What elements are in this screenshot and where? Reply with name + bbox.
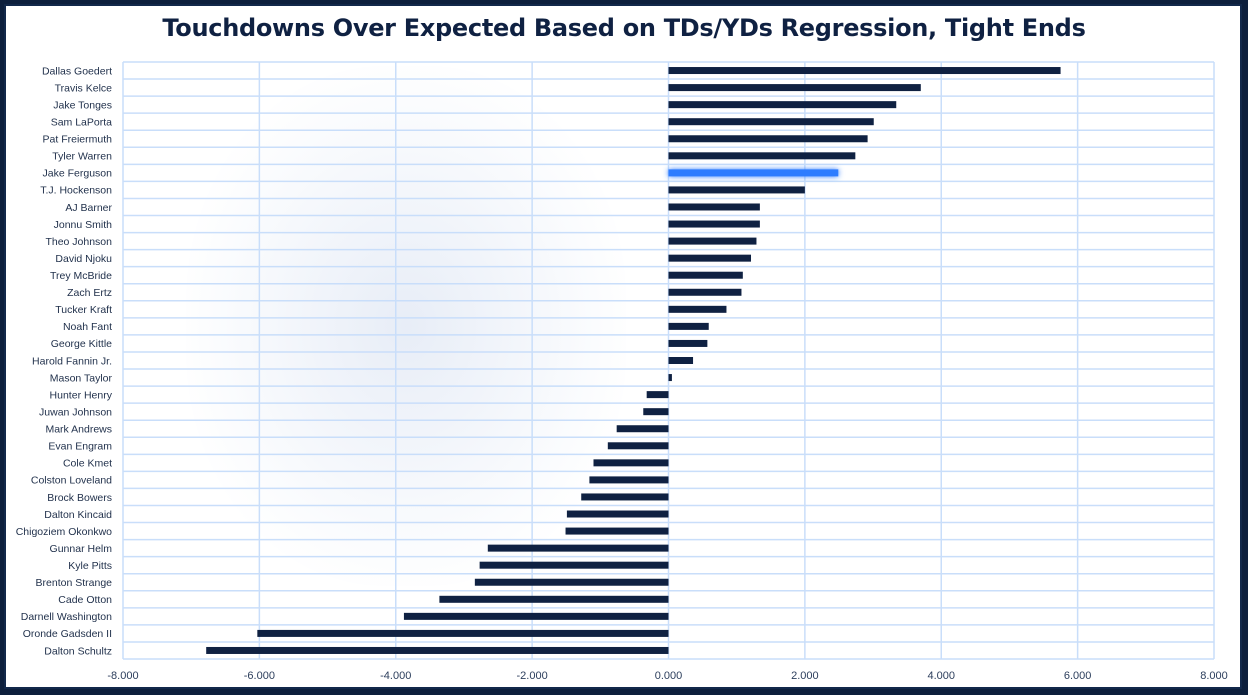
y-category-label: Mason Taylor [50,372,113,384]
y-category-label: Colston Loveland [31,475,112,487]
bar [668,152,856,160]
bar [668,288,742,296]
y-category-label: Cole Kmet [63,458,112,470]
y-category-label: Noah Fant [63,321,112,333]
y-category-label: Sam LaPorta [51,117,112,129]
y-category-label: Evan Engram [48,441,112,453]
y-category-label: Travis Kelce [55,82,113,94]
bar [668,220,760,228]
y-category-label: George Kittle [51,338,112,350]
y-category-label: Tucker Kraft [55,304,112,316]
x-tick-label: -6.000 [244,670,275,682]
bar [487,544,669,552]
y-category-label: Hunter Henry [50,389,113,401]
bar [474,578,669,586]
bar [593,459,669,467]
bar [616,425,669,433]
x-tick-label: 2.000 [791,670,819,682]
bar [668,254,752,262]
bar [668,203,760,211]
bar [668,357,694,364]
y-category-label: Pat Freiermuth [43,134,113,146]
y-category-label: Oronde Gadsden II [23,628,112,640]
bar [581,493,669,501]
bar [668,374,672,382]
bar [566,510,669,518]
bar [589,476,669,484]
y-category-label: T.J. Hockenson [40,185,112,197]
bar [646,391,669,399]
bar [668,186,805,194]
x-tick-label: 6.000 [1064,670,1092,682]
bar [565,527,669,535]
bar [643,408,669,416]
y-category-label: Cade Otton [58,594,112,606]
y-category-label: AJ Barner [65,202,112,214]
y-category-label: Kyle Pitts [68,560,112,572]
bar [668,339,708,347]
y-category-label: Zach Ertz [67,287,112,299]
x-tick-label: -8.000 [107,670,138,682]
y-category-label: Dallas Goedert [42,65,112,77]
chart-title: Touchdowns Over Expected Based on TDs/YD… [162,14,1086,42]
y-category-label: Harold Fannin Jr. [32,355,112,367]
x-tick-label: 8.000 [1200,670,1228,682]
y-category-label: Chigoziem Okonkwo [16,526,112,538]
bar [668,271,743,279]
y-category-label: Gunnar Helm [50,543,113,555]
y-category-label: Jake Ferguson [43,168,113,180]
y-category-label: Theo Johnson [45,236,112,248]
bar [668,118,874,126]
bar [403,612,669,620]
x-tick-label: -4.000 [380,670,411,682]
bar [668,135,868,143]
x-tick-label: 0.000 [655,670,683,682]
bar [668,84,921,92]
bar [668,67,1061,75]
bar [607,442,669,450]
bar [668,305,727,313]
y-category-label: Jonnu Smith [54,219,113,231]
bar [257,629,669,637]
y-category-label: Dalton Schultz [44,645,112,657]
y-category-label: Brock Bowers [47,492,112,504]
y-category-label: Trey McBride [50,270,112,282]
bar [668,237,757,245]
y-category-label: Brenton Strange [36,577,113,589]
bar [439,595,669,603]
y-category-label: David Njoku [55,253,112,265]
x-tick-label: -2.000 [517,670,548,682]
bar [668,322,709,330]
bar [668,101,897,109]
y-category-label: Jake Tonges [53,99,112,111]
bar [206,646,669,654]
bar [479,561,669,569]
y-category-label: Tyler Warren [52,151,112,163]
y-category-label: Dalton Kincaid [44,509,112,521]
bar-highlighted [668,169,839,177]
y-category-label: Darnell Washington [21,611,112,623]
y-category-label: Juwan Johnson [39,406,112,418]
y-category-label: Mark Andrews [45,424,112,436]
x-tick-label: 4.000 [927,670,955,682]
